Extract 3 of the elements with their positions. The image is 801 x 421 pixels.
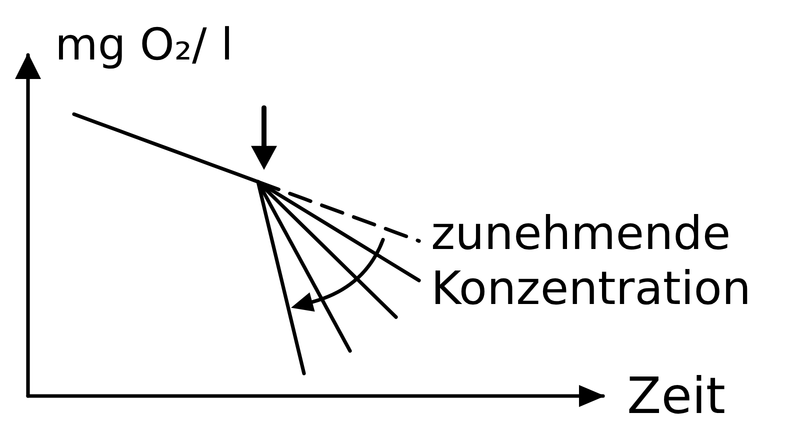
y-axis-title: mg O₂/ l	[55, 20, 234, 70]
x-axis-title: Zeit	[627, 367, 726, 421]
annotation: zunehmende Konzentration	[431, 206, 752, 316]
